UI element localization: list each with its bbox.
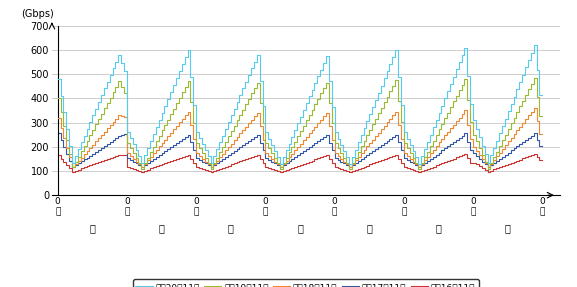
Legend: 平成20年11月, 平成19年11月, 平成18年11月, 平成17年11月, 平成16年11月: 平成20年11月, 平成19年11月, 平成18年11月, 平成17年11月, … (133, 280, 479, 287)
Text: 日: 日 (505, 223, 511, 233)
Text: 木: 木 (297, 223, 303, 233)
Text: 金: 金 (366, 223, 372, 233)
Text: 月: 月 (89, 223, 95, 233)
Text: 土: 土 (436, 223, 441, 233)
Text: 水: 水 (228, 223, 234, 233)
Text: (Gbps): (Gbps) (21, 9, 54, 19)
Text: 火: 火 (159, 223, 164, 233)
